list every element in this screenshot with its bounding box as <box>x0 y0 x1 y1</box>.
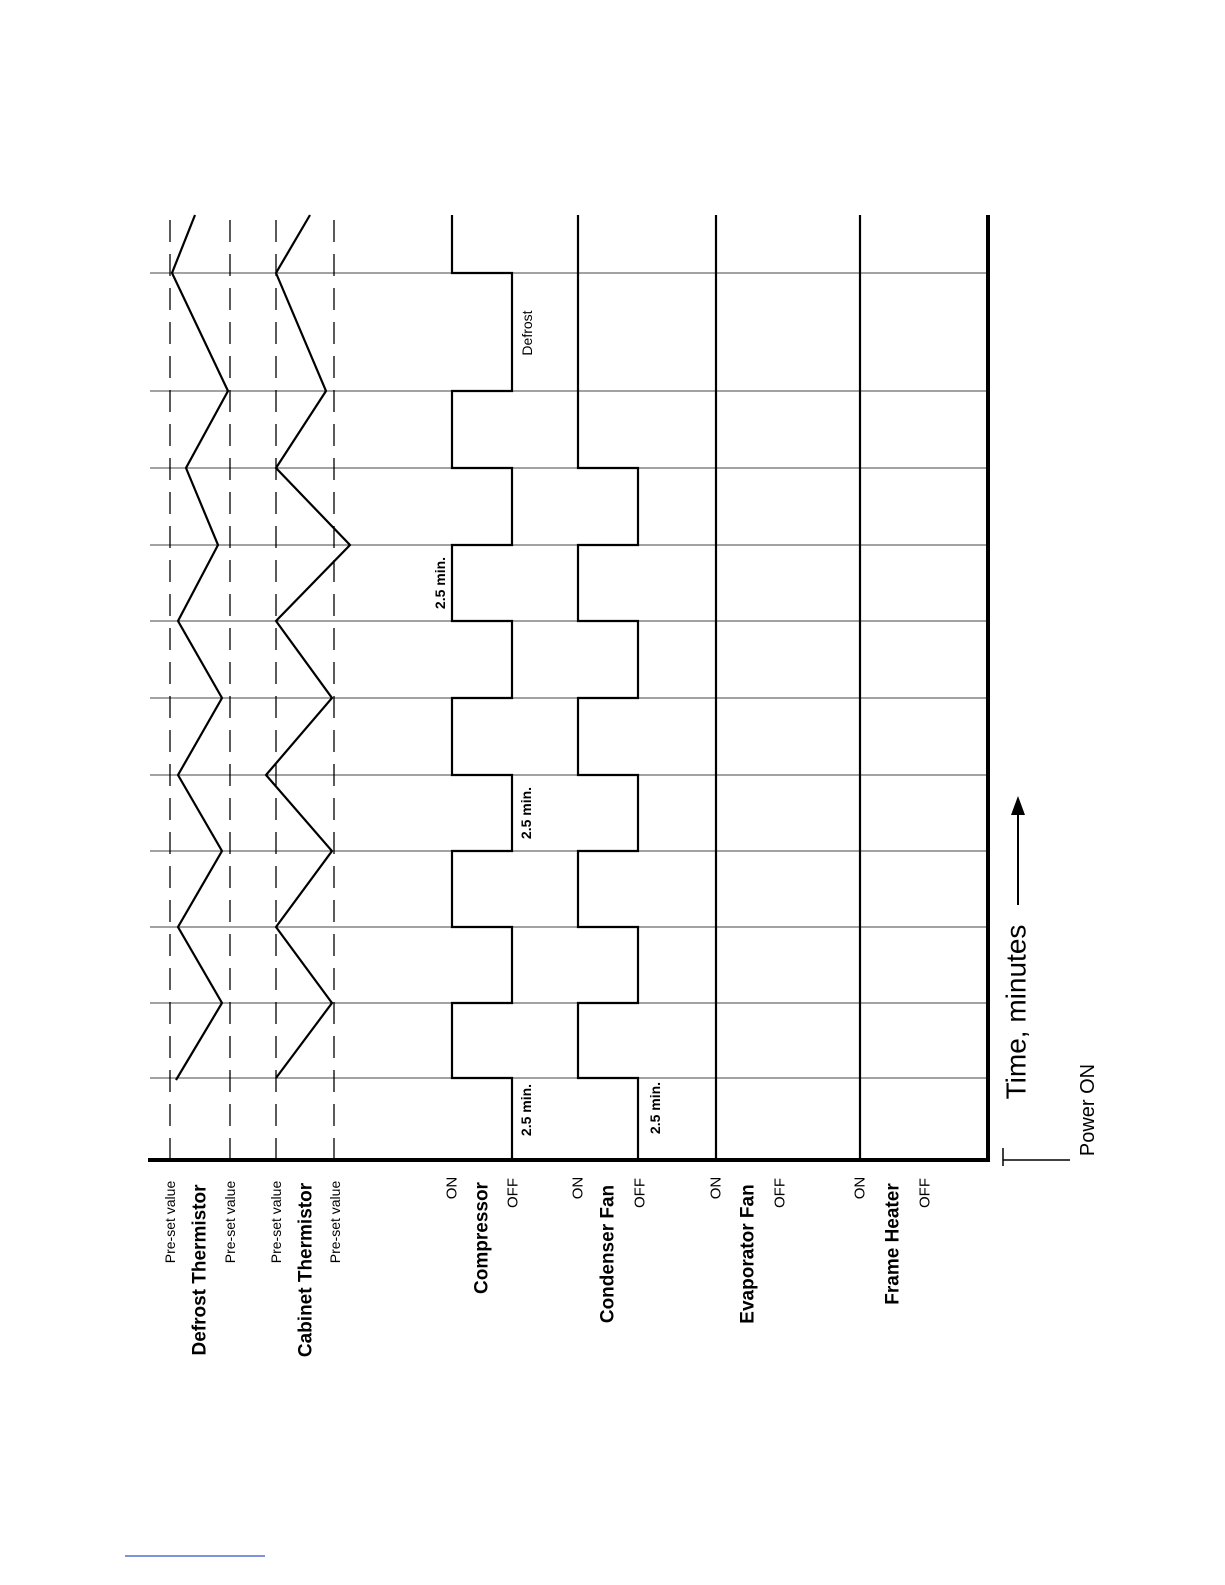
defrost-thermistor-trace <box>170 214 230 1081</box>
annotation: 2.5 min. <box>647 1082 663 1134</box>
grid <box>150 272 988 1079</box>
annotation: 2.5 min. <box>432 557 448 609</box>
cabinet-thermistor-trace <box>264 214 352 1079</box>
signal-label: Frame Heater <box>883 1183 904 1305</box>
waveforms <box>170 214 862 1160</box>
preset-lines <box>169 215 335 1160</box>
annotation: 2.5 min. <box>518 1084 534 1136</box>
signal-label: Evaporator Fan <box>738 1184 759 1323</box>
preset-label: Pre-set value <box>268 1181 284 1264</box>
axis-label: Time, minutes <box>1001 925 1032 1100</box>
annotation: 2.5 min. <box>518 787 534 839</box>
state-label: OFF <box>505 1178 522 1208</box>
annotations: 2.5 min. 2.5 min. 2.5 min. 2.5 min. Defr… <box>432 310 1099 1156</box>
state-label: OFF <box>917 1178 934 1208</box>
state-label: ON <box>852 1177 869 1200</box>
state-label: ON <box>444 1177 461 1200</box>
signal-label: Condenser Fan <box>598 1185 619 1323</box>
signal-label: Compressor <box>472 1181 493 1294</box>
state-label: ON <box>708 1177 725 1200</box>
annotation: Defrost <box>519 310 535 355</box>
labels: Pre-set value Defrost Thermistor Pre-set… <box>162 1177 934 1357</box>
state-label: ON <box>570 1177 587 1200</box>
preset-label: Pre-set value <box>162 1181 178 1264</box>
state-label: OFF <box>632 1178 649 1208</box>
compressor-trace <box>450 215 514 1160</box>
preset-label: Pre-set value <box>327 1181 343 1264</box>
axis-start-label: Power ON <box>1077 1064 1099 1156</box>
signal-label: Defrost Thermistor <box>190 1184 211 1356</box>
preset-label: Pre-set value <box>222 1181 238 1264</box>
axes <box>148 215 1070 1166</box>
signal-label: Cabinet Thermistor <box>296 1182 317 1357</box>
state-label: OFF <box>772 1178 789 1208</box>
condenser-fan-trace <box>576 215 640 1160</box>
